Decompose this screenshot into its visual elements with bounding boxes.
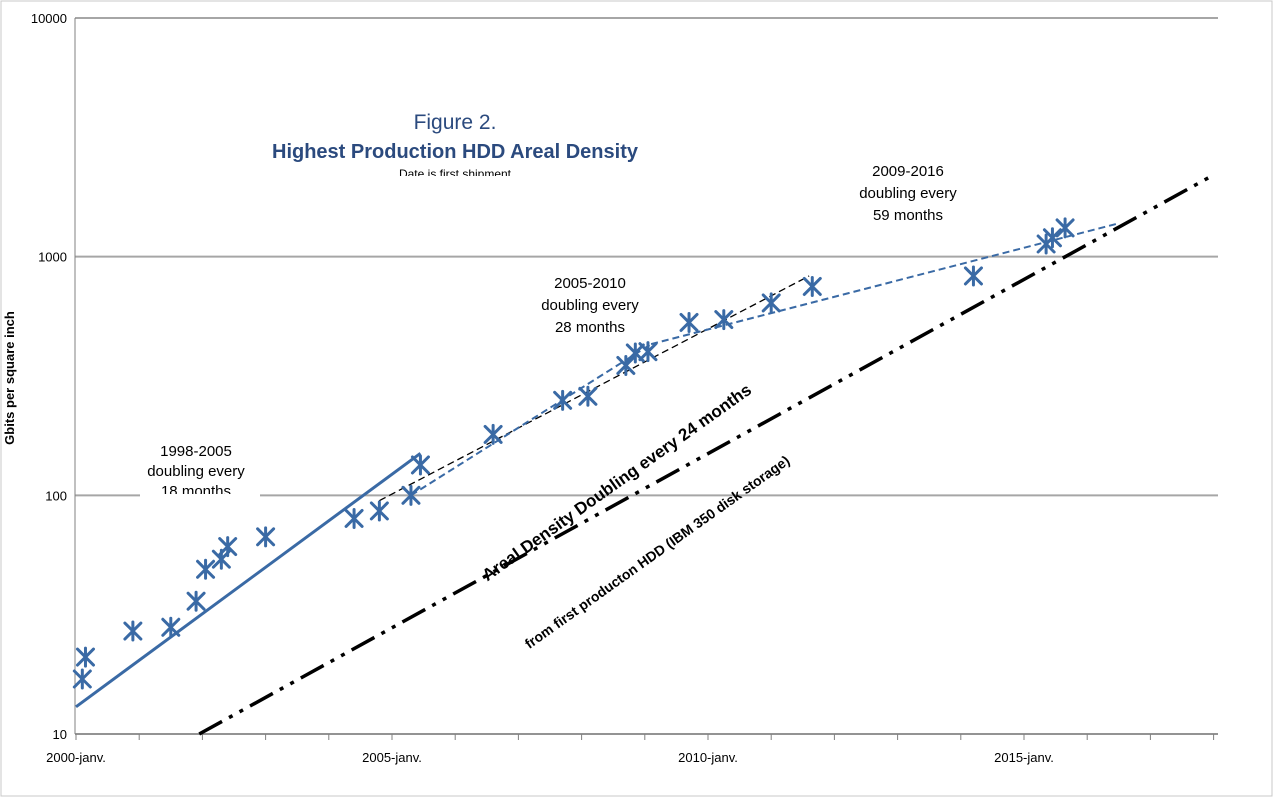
data-point-marker — [1042, 227, 1062, 249]
data-point-marker — [679, 311, 699, 333]
data-point-marker — [616, 354, 636, 376]
trend-line-solid — [75, 452, 422, 709]
data-point-marker — [401, 484, 421, 506]
y-tick-label: 100 — [45, 488, 67, 503]
data-point-marker — [963, 265, 983, 287]
annotation-line: 59 months — [873, 207, 943, 224]
annotation-line: 2009-2016 — [872, 163, 944, 180]
annotation-line: 2005-2010 — [554, 275, 626, 292]
data-point-marker — [75, 646, 95, 668]
annotation-line: doubling every — [859, 185, 957, 202]
data-point-marker — [578, 385, 598, 407]
annotation-2009-2016: 2009-2016 doubling every 59 months — [859, 163, 957, 224]
annotation-line: 28 months — [555, 319, 625, 336]
y-tick-label: 1000 — [38, 250, 67, 265]
data-point-marker — [218, 536, 238, 558]
data-point-marker — [410, 454, 430, 476]
figure-title: Figure 2. — [414, 111, 497, 134]
data-point-marker — [196, 558, 216, 580]
tick-labels: 10 100 1000 10000 2000-janv. 2005-janv. 2010-j… — [31, 11, 1054, 765]
data-point-marker — [553, 389, 573, 411]
trend-line-blue-dashed — [410, 343, 652, 497]
chart-subtitle: Highest Production HDD Areal Density — [272, 141, 639, 163]
annotation-clip-mask — [140, 494, 260, 503]
note-clip-mask — [340, 176, 580, 188]
data-point-marker — [761, 292, 781, 314]
x-tick-label: 2000-janv. — [46, 750, 106, 765]
trend-line-dash-dot — [198, 173, 1215, 736]
annotation-line: 1998-2005 — [160, 443, 232, 460]
y-tick-label: 10 — [53, 727, 67, 742]
data-point-marker — [123, 620, 143, 642]
annotation-line: doubling every — [541, 297, 639, 314]
annotation-line: doubling every — [147, 463, 245, 480]
x-tick-label: 2015-janv. — [994, 750, 1054, 765]
x-tick-label: 2010-janv. — [678, 750, 738, 765]
data-point-marker — [714, 309, 734, 331]
axes — [74, 18, 1218, 740]
y-tick-label: 10000 — [31, 11, 67, 26]
data-point-marker — [256, 526, 276, 548]
data-point-marker — [161, 616, 181, 638]
data-points — [72, 217, 1075, 690]
data-point-marker — [344, 507, 364, 529]
data-point-marker — [1055, 217, 1075, 239]
annotation-1998-2005: 1998-2005 doubling every 18 months — [147, 443, 245, 500]
y-axis-label: Gbits per square inch — [2, 311, 17, 445]
data-point-marker — [186, 590, 206, 612]
x-tick-label: 2005-janv. — [362, 750, 422, 765]
data-point-marker — [369, 500, 389, 522]
annotation-2005-2010: 2005-2010 doubling every 28 months — [541, 275, 639, 336]
data-point-marker — [802, 275, 822, 297]
data-point-marker — [638, 341, 658, 363]
data-point-marker — [483, 423, 503, 445]
data-point-marker — [72, 668, 92, 690]
